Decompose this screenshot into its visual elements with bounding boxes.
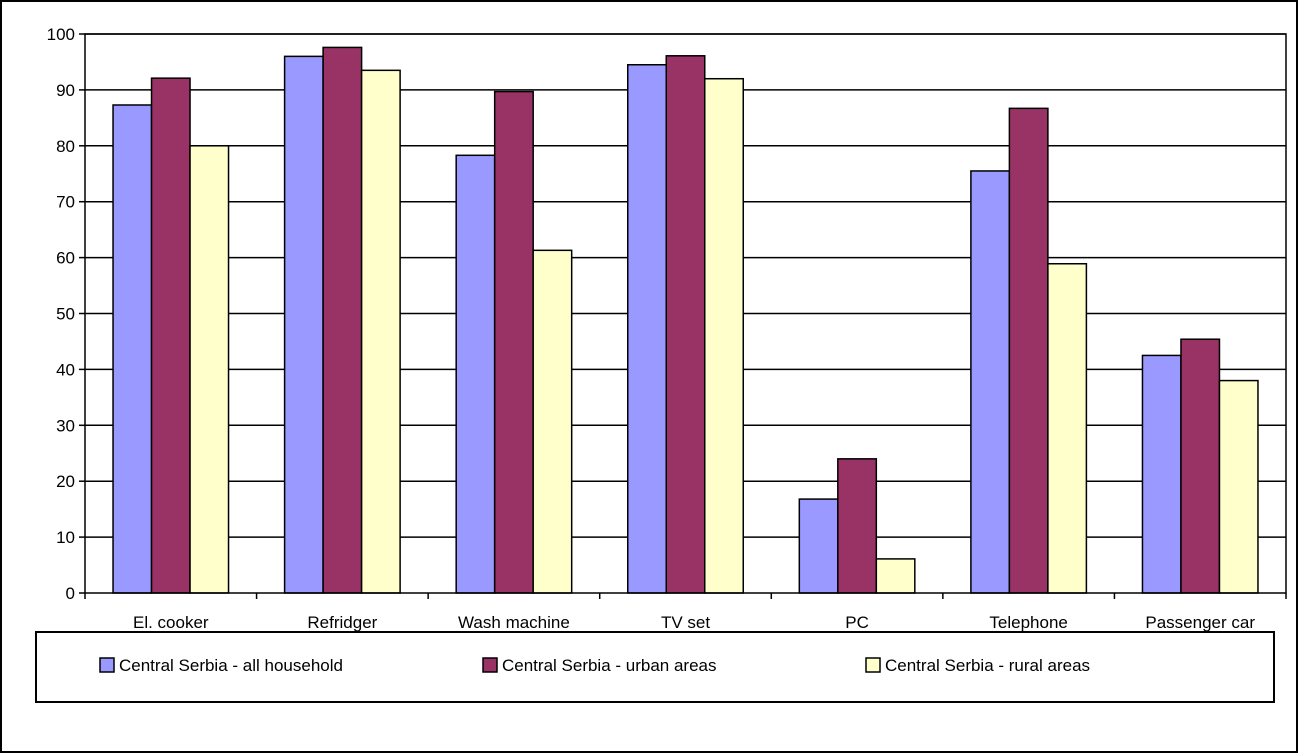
y-tick-label: 90 bbox=[56, 81, 75, 100]
x-tick-label: Passenger car bbox=[1145, 613, 1255, 632]
bar-urban-areas bbox=[1008, 107, 1049, 594]
bar-rural-areas bbox=[360, 69, 401, 594]
legend-box bbox=[35, 631, 1275, 703]
legend-swatch bbox=[865, 657, 881, 673]
y-tick-label: 50 bbox=[56, 305, 75, 324]
legend-label: Central Serbia - urban areas bbox=[502, 656, 717, 675]
bar-all-household bbox=[1141, 354, 1182, 594]
y-tick-labels: 0 10 20 30 40 50 60 70 80 90 100 bbox=[47, 25, 75, 603]
bar-all-household bbox=[455, 154, 496, 594]
bar-rural-areas bbox=[1047, 262, 1088, 594]
y-tick-label: 100 bbox=[47, 25, 75, 44]
bar-urban-areas bbox=[1180, 338, 1221, 594]
bar-rural-areas bbox=[875, 558, 916, 594]
x-tick-label: TV set bbox=[661, 613, 710, 632]
legend-label: Central Serbia - rural areas bbox=[885, 656, 1090, 675]
bar-urban-areas bbox=[837, 458, 878, 594]
legend-label: Central Serbia - all household bbox=[119, 656, 343, 675]
plot-area bbox=[84, 33, 1287, 594]
bar-all-household bbox=[112, 104, 153, 594]
bar-urban-areas bbox=[493, 90, 534, 594]
y-tick-label: 70 bbox=[56, 193, 75, 212]
legend-swatch bbox=[482, 657, 498, 673]
bar-all-household bbox=[627, 63, 667, 594]
y-tick-label: 30 bbox=[56, 416, 75, 435]
bar-all-household bbox=[798, 498, 839, 594]
bar-all-household bbox=[970, 170, 1011, 594]
bar-rural-areas bbox=[189, 145, 230, 594]
y-tick-label: 10 bbox=[56, 528, 75, 547]
bar-all-household bbox=[283, 55, 324, 594]
x-tick-labels: El. cooker Refridger Wash machine TV set PC T… bbox=[133, 613, 1255, 632]
bar-rural-areas bbox=[532, 249, 573, 594]
y-tick-label: 80 bbox=[56, 137, 75, 156]
y-tick-label: 20 bbox=[56, 472, 75, 491]
axes bbox=[79, 33, 1287, 599]
y-tick-label: 0 bbox=[66, 584, 75, 603]
bar-urban-areas bbox=[150, 77, 191, 594]
legend-swatch bbox=[99, 657, 115, 673]
bar-urban-areas bbox=[322, 46, 363, 594]
bar-urban-areas bbox=[665, 55, 706, 594]
x-tick-label: PC bbox=[845, 613, 869, 632]
x-tick-label: El. cooker bbox=[133, 613, 209, 632]
x-tick-label: Wash machine bbox=[458, 613, 570, 632]
x-tick-label: Refridger bbox=[307, 613, 377, 632]
legend: Central Serbia - all household Central Se… bbox=[99, 656, 1090, 675]
y-tick-label: 60 bbox=[56, 249, 75, 268]
y-tick-label: 40 bbox=[56, 360, 75, 379]
bar-rural-areas bbox=[1218, 379, 1259, 594]
bar-rural-areas bbox=[704, 77, 744, 594]
x-tick-label: Telephone bbox=[989, 613, 1067, 632]
